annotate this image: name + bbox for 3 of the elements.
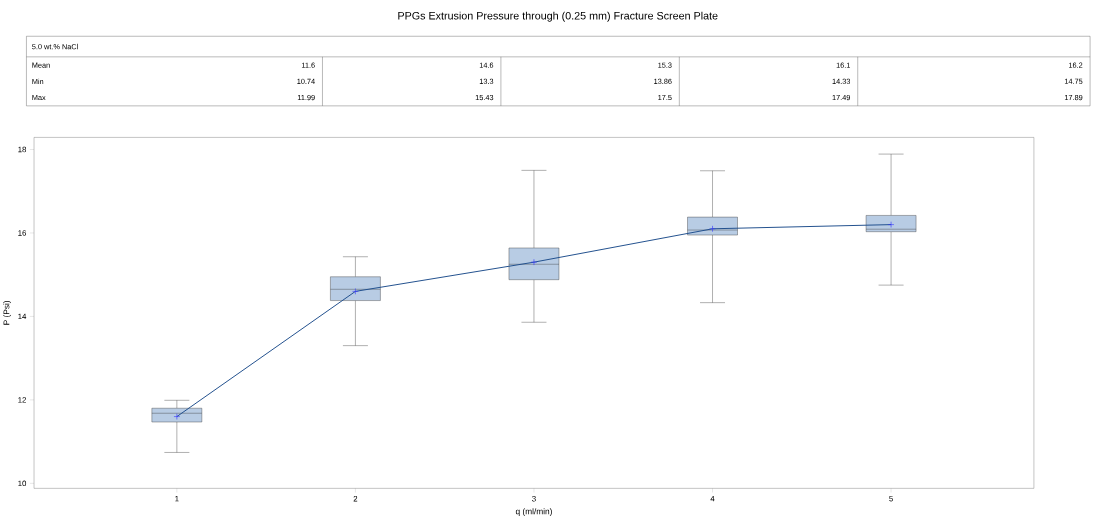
x-axis-title: q (ml/min) xyxy=(515,508,552,516)
y-axis-title: P (Psi) xyxy=(3,300,11,325)
chart-title: PPGs Extrusion Pressure through (0.25 mm) Fracture Screen Plate xyxy=(398,11,718,22)
